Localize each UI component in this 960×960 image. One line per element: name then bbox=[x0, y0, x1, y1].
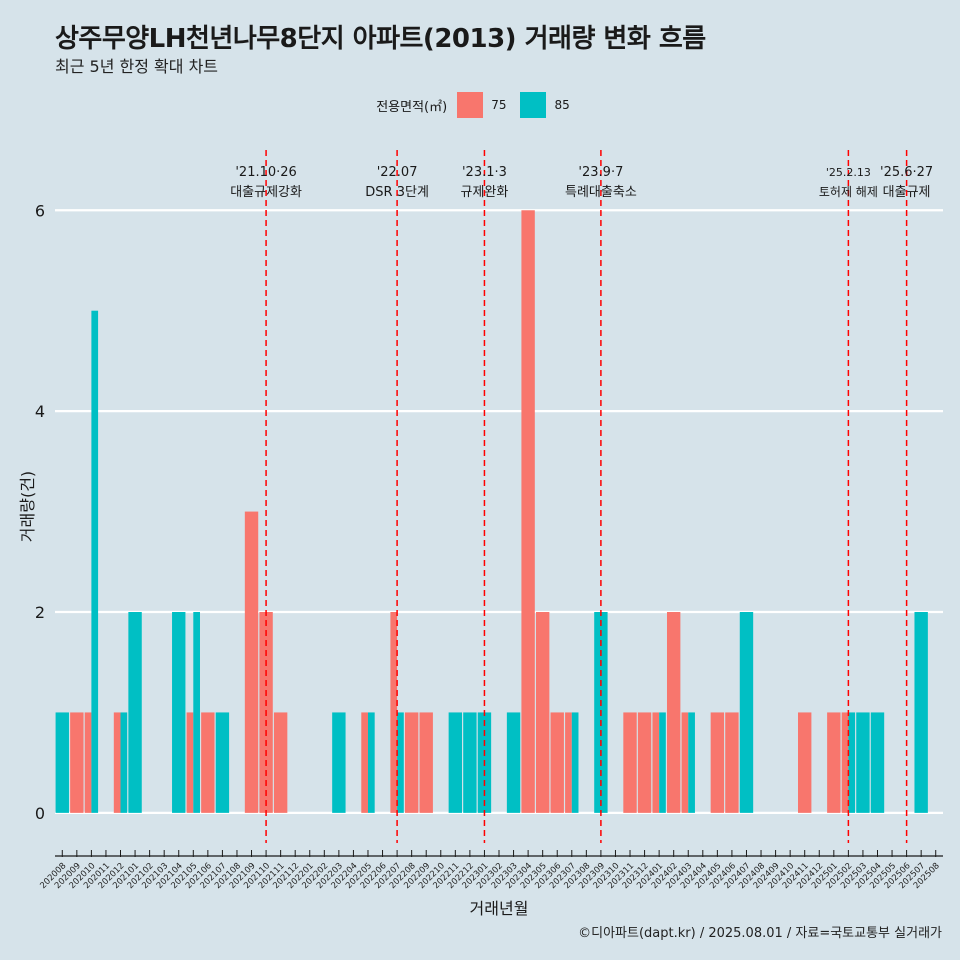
source-caption: ©디아파트(dapt.kr) / 2025.08.01 / 자료=국토교통부 실… bbox=[578, 926, 942, 941]
y-tick-label: 0 bbox=[35, 804, 45, 823]
bar-75-202502 bbox=[841, 712, 849, 813]
bar-85-202504 bbox=[870, 712, 885, 813]
bar-85-202012 bbox=[120, 712, 128, 813]
legend-label-75: 75 bbox=[491, 98, 507, 112]
bar-85-202107 bbox=[215, 712, 230, 813]
bar-75-202009 bbox=[70, 712, 84, 813]
bar-75-202109 bbox=[244, 511, 259, 813]
chart-title: 상주무양LH천년나무8단지 아파트(2013) 거래량 변화 흐름 bbox=[55, 24, 706, 54]
event-date-202301: '23.1·3 bbox=[462, 165, 507, 180]
bar-85-202502 bbox=[848, 712, 856, 813]
bar-85-202101 bbox=[128, 612, 142, 813]
bar-85-202407 bbox=[739, 612, 754, 813]
event-label-202506: 대출규제 bbox=[883, 185, 931, 200]
y-axis-title: 거래량(건) bbox=[18, 471, 37, 542]
bar-75-202207 bbox=[390, 612, 398, 813]
bar-85-202008 bbox=[55, 712, 69, 813]
bar-75-202010 bbox=[84, 712, 92, 813]
event-label-202309: 특례대출축소 bbox=[565, 185, 637, 200]
bar-75-202311 bbox=[623, 712, 637, 813]
bar-85-202104 bbox=[172, 612, 186, 813]
y-tick-label: 6 bbox=[35, 201, 45, 220]
bar-75-202209 bbox=[419, 712, 433, 813]
legend-key-85 bbox=[520, 92, 547, 118]
event-label-202110: 대출규제강화 bbox=[230, 185, 302, 200]
bar-75-202405 bbox=[710, 712, 725, 813]
y-tick-label: 4 bbox=[35, 402, 45, 421]
bar-75-202012 bbox=[113, 712, 121, 813]
bar-85-202211 bbox=[448, 712, 463, 813]
bar-75-202401 bbox=[652, 712, 660, 813]
event-date-202110: '21.10·26 bbox=[235, 165, 296, 180]
event-date-202506: '25.6·27 bbox=[880, 165, 933, 180]
legend-key-75 bbox=[457, 92, 484, 118]
bar-75-202501 bbox=[827, 712, 841, 813]
bar-75-202205 bbox=[361, 712, 368, 813]
legend-label-85: 85 bbox=[554, 98, 570, 112]
bar-85-202010 bbox=[91, 310, 99, 813]
bar-75-202312 bbox=[637, 712, 652, 813]
event-date-202207: '22.07 bbox=[377, 165, 418, 180]
bar-75-202307 bbox=[565, 712, 572, 813]
event-label-202502: 토허제 해제 bbox=[819, 185, 878, 199]
bar-75-202403 bbox=[681, 712, 689, 813]
chart-subtitle: 최근 5년 한정 확대 차트 bbox=[55, 57, 219, 76]
bar-85-202403 bbox=[688, 712, 695, 813]
bar-85-202303 bbox=[506, 712, 521, 813]
y-tick-label: 2 bbox=[35, 603, 45, 622]
bar-75-202305 bbox=[535, 612, 550, 813]
bar-75-202304 bbox=[521, 210, 535, 813]
legend-title: 전용면적(㎡) bbox=[376, 99, 448, 115]
bar-75-202105 bbox=[186, 712, 194, 813]
bar-85-202507 bbox=[914, 612, 928, 813]
bar-85-202203 bbox=[332, 712, 346, 813]
bar-75-202106 bbox=[201, 712, 215, 813]
bar-75-202111 bbox=[273, 712, 288, 813]
bar-85-202105 bbox=[193, 612, 200, 813]
bar-85-202207 bbox=[397, 712, 404, 813]
bar-85-202503 bbox=[856, 712, 870, 813]
bar-85-202205 bbox=[367, 712, 375, 813]
bar-75-202411 bbox=[798, 712, 812, 813]
bar-75-202406 bbox=[725, 712, 739, 813]
event-label-202301: 규제완화 bbox=[461, 185, 509, 200]
bar-75-202306 bbox=[550, 712, 564, 813]
bar-75-202208 bbox=[404, 712, 419, 813]
bar-85-202401 bbox=[659, 712, 666, 813]
event-date-202309: '23.9·7 bbox=[578, 165, 623, 180]
legend: 전용면적(㎡) 75 85 bbox=[0, 92, 960, 118]
event-date-202502: '25.2.13 bbox=[826, 166, 871, 179]
event-label-202207: DSR 3단계 bbox=[365, 185, 429, 200]
bar-85-202212 bbox=[463, 712, 477, 813]
x-axis-title: 거래년월 bbox=[470, 899, 529, 918]
bar-75-202402 bbox=[666, 612, 681, 813]
bar-85-202307 bbox=[571, 712, 579, 813]
